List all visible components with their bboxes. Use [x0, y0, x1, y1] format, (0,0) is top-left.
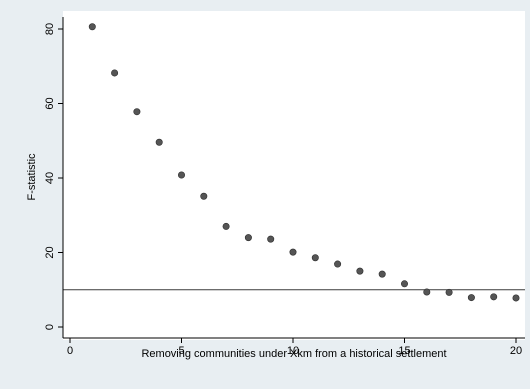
- data-point: [289, 248, 297, 256]
- data-point: [267, 235, 275, 243]
- data-point: [490, 293, 498, 301]
- data-point: [155, 138, 163, 146]
- y-tick-label: 40: [44, 172, 56, 184]
- plot-area: [63, 11, 525, 340]
- data-point: [222, 222, 230, 230]
- data-point: [111, 69, 119, 77]
- y-tick-label: 0: [44, 324, 56, 330]
- x-tick-label: 15: [398, 345, 410, 357]
- data-point: [423, 288, 431, 296]
- data-point: [133, 108, 141, 116]
- data-point: [378, 270, 386, 278]
- x-tick-label: 0: [67, 345, 73, 357]
- y-tick-label: 60: [44, 97, 56, 109]
- data-point: [88, 23, 96, 31]
- y-tick-label: 80: [44, 23, 56, 35]
- data-point: [445, 288, 453, 296]
- data-point: [200, 192, 208, 200]
- ticks: 0 20 40 60 80 0 5 10 15 20: [44, 23, 522, 357]
- x-tick-label: 10: [287, 345, 299, 357]
- x-axis-title: Removing communities under Xkm from a hi…: [141, 348, 446, 360]
- data-point: [311, 254, 319, 262]
- x-tick-label: 20: [510, 345, 522, 357]
- data-point: [244, 234, 252, 242]
- data-point: [178, 171, 186, 179]
- data-points: [88, 23, 520, 302]
- x-tick-label: 5: [178, 345, 184, 357]
- data-point: [334, 260, 342, 268]
- data-point: [512, 294, 520, 302]
- data-point: [400, 280, 408, 288]
- data-point: [467, 294, 475, 302]
- y-axis-title: F-statistic: [26, 153, 38, 201]
- y-tick-label: 20: [44, 246, 56, 258]
- data-point: [356, 267, 364, 275]
